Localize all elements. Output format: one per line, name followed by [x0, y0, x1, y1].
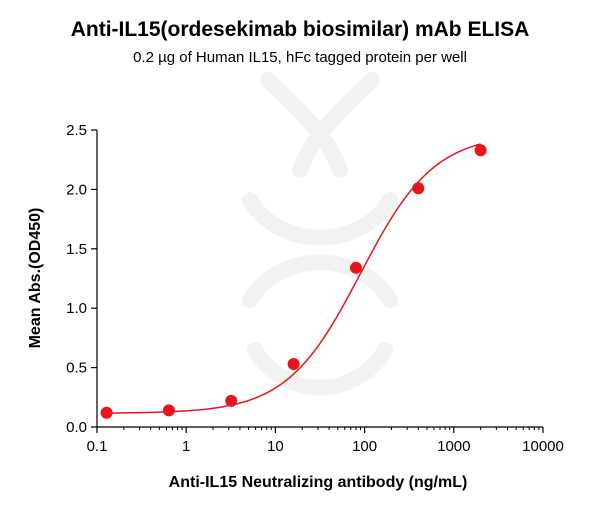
x-ticks: 0.1 1 10 100 1000 10000 [87, 427, 564, 455]
x-tick-label: 100 [352, 438, 377, 455]
fit-curve [106, 143, 481, 414]
chart-subtitle: 0.2 µg of Human IL15, hFc tagged protein… [133, 49, 467, 66]
data-point [412, 182, 425, 195]
data-point [100, 406, 113, 419]
data-point [474, 144, 487, 157]
y-tick-label: 1.0 [66, 300, 87, 317]
y-tick-label: 0.0 [66, 419, 87, 436]
x-tick-label: 1000 [437, 438, 470, 455]
y-tick-label: 0.5 [66, 360, 87, 377]
y-tick-label: 2.0 [66, 181, 87, 198]
chart-title: Anti-IL15(ordesekimab biosimilar) mAb EL… [70, 18, 530, 41]
y-tick-label: 2.5 [66, 122, 87, 139]
data-points [100, 144, 487, 419]
watermark-logo [242, 72, 398, 396]
y-axis-title: Mean Abs.(OD450) [27, 208, 44, 349]
y-ticks: 0.0 0.5 1.0 1.5 2.0 2.5 [66, 122, 97, 436]
y-tick-label: 1.5 [66, 241, 87, 258]
data-point [349, 261, 362, 274]
data-point [287, 358, 300, 371]
x-axis-title: Anti-IL15 Neutralizing antibody (ng/mL) [169, 474, 468, 491]
x-tick-label: 10000 [522, 438, 564, 455]
data-point [162, 404, 175, 417]
data-point [225, 394, 238, 407]
axes [96, 130, 543, 428]
x-tick-label: 1 [182, 438, 190, 455]
x-tick-label: 0.1 [87, 438, 108, 455]
x-tick-label: 10 [267, 438, 284, 455]
